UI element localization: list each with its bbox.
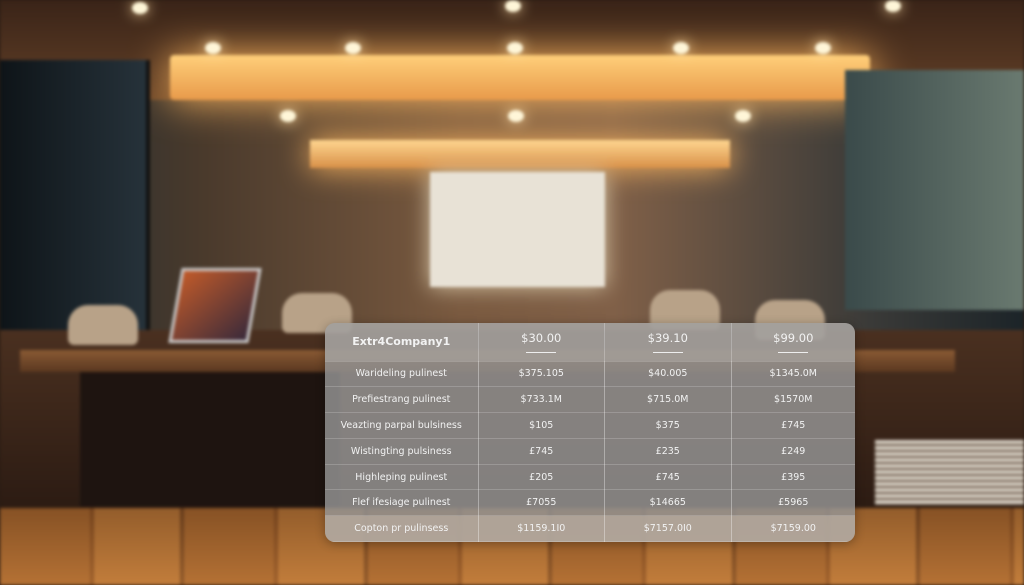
pricing-table: Extr4Company1 $30.00 $39.10 $99.00 Warid… (325, 323, 855, 542)
ceiling-light (885, 0, 901, 12)
table-row: Wistingting pulsiness £745 £235 £249 (325, 438, 855, 465)
cove-lighting (170, 55, 870, 100)
cell-value: £235 (604, 438, 732, 465)
cell-value: £745 (731, 412, 855, 439)
laptop (168, 268, 262, 343)
table-row: Copton pr pulinsess $1159.1I0 $7157.0I0 $71… (325, 515, 855, 542)
table-row: Warideling pulinest $375.105 $40.005 $1345.… (325, 361, 855, 388)
row-label: Wistingting pulsiness (325, 438, 479, 465)
ceiling-light (345, 42, 361, 54)
cell-value: £745 (604, 464, 732, 491)
cell-value: $14665 (604, 489, 732, 517)
table-header-row: Extr4Company1 $30.00 $39.10 $99.00 (325, 323, 855, 362)
ceiling-light (507, 42, 523, 54)
paper-stack (875, 440, 1024, 505)
table-row: Prefiestrang pulinest $733.1M $715.0M $1570… (325, 386, 855, 414)
ceiling-light (132, 2, 148, 14)
projection-screen (430, 172, 605, 287)
ceiling-light (735, 110, 751, 122)
ceiling-light (508, 110, 524, 122)
cell-value: $40.005 (604, 361, 732, 388)
ceiling-light (673, 42, 689, 54)
table-row: Veazting parpal bulsiness $105 $375 £745 (325, 412, 855, 439)
ceiling-light (505, 0, 521, 12)
pricing-table-panel: Extr4Company1 $30.00 $39.10 $99.00 Warid… (325, 323, 855, 542)
row-label: Highleping pulinest (325, 464, 479, 491)
row-label: Flef ifesiage pulinest (325, 489, 479, 517)
cell-value: $1345.0M (731, 361, 855, 388)
header-price: $30.00 (478, 323, 606, 362)
cell-value: $715.0M (604, 386, 732, 414)
row-label: Copton pr pulinsess (325, 515, 479, 542)
row-label: Warideling pulinest (325, 361, 479, 388)
cell-value: $375 (604, 412, 732, 439)
cell-value: $7159.00 (731, 515, 855, 542)
row-label: Prefiestrang pulinest (325, 386, 479, 414)
header-price: $39.10 (604, 323, 732, 362)
cell-value: £745 (478, 438, 606, 465)
header-company: Extr4Company1 (325, 323, 479, 362)
cell-value: $1159.1I0 (478, 515, 606, 542)
ceiling-light (815, 42, 831, 54)
cell-value: £7055 (478, 489, 606, 517)
row-label: Veazting parpal bulsiness (325, 412, 479, 439)
cell-value: $733.1M (478, 386, 606, 414)
cell-value: $105 (478, 412, 606, 439)
cell-value: $1570M (731, 386, 855, 414)
cell-value: £205 (478, 464, 606, 491)
cell-value: $375.105 (478, 361, 606, 388)
ceiling-light (280, 110, 296, 122)
desk-body (80, 372, 340, 507)
cell-value: £249 (731, 438, 855, 465)
ceiling-light (205, 42, 221, 54)
chair (68, 305, 138, 345)
cell-value: $7157.0I0 (604, 515, 732, 542)
window-right (845, 70, 1024, 310)
cell-value: £395 (731, 464, 855, 491)
cell-value: £5965 (731, 489, 855, 517)
table-row: Flef ifesiage pulinest £7055 $14665 £5965 (325, 489, 855, 517)
cove-lighting-rear (310, 140, 730, 168)
table-row: Highleping pulinest £205 £745 £395 (325, 464, 855, 491)
header-price: $99.00 (731, 323, 855, 362)
